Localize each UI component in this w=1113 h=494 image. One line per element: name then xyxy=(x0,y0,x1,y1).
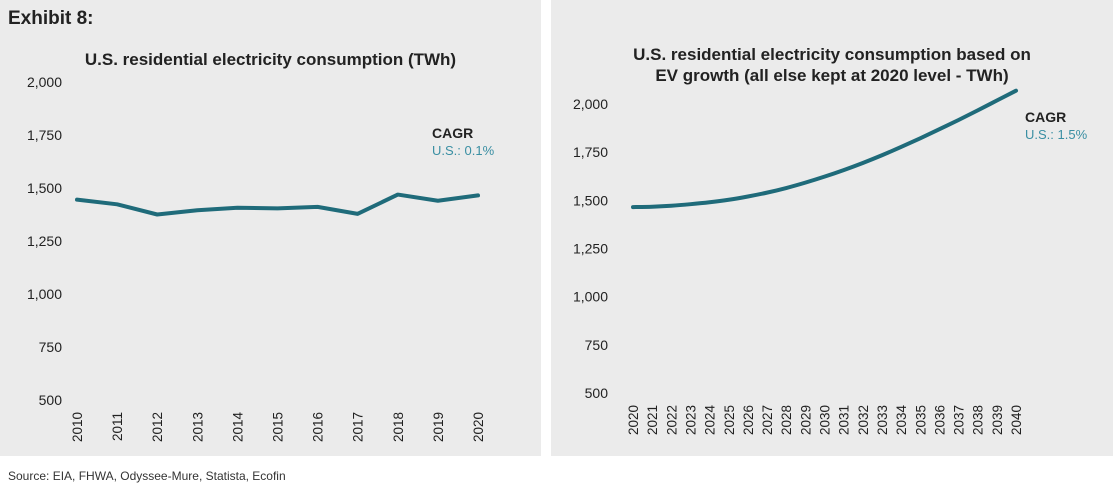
right-x-tick-label: 2039 xyxy=(990,405,1005,435)
right-x-tick-label: 2031 xyxy=(837,405,852,435)
right-x-tick-label: 2038 xyxy=(971,405,986,435)
exhibit-label: Exhibit 8: xyxy=(8,8,94,29)
left-x-tick-label: 2019 xyxy=(431,412,446,442)
left-y-tick-label: 750 xyxy=(39,339,63,355)
left-y-tick-label: 1,750 xyxy=(27,127,62,143)
right-x-tick-label: 2032 xyxy=(856,405,871,435)
right-x-tick-label: 2026 xyxy=(741,405,756,435)
left-x-tick-label: 2017 xyxy=(351,412,366,442)
right-y-tick-label: 750 xyxy=(585,337,609,353)
right-x-tick-label: 2027 xyxy=(760,405,775,435)
left-chart-title: U.S. residential electricity consumption… xyxy=(84,50,457,69)
right-x-tick-label: 2037 xyxy=(952,405,967,435)
left-x-tick-label: 2012 xyxy=(150,412,165,442)
left-series-line xyxy=(75,192,480,217)
right-cagr-value: U.S.: 1.5% xyxy=(1025,127,1088,142)
right-cagr-label: CAGR xyxy=(1025,109,1066,125)
left-chart-panel: Exhibit 8: U.S. residential electricity … xyxy=(0,0,541,456)
right-x-tick-label: 2025 xyxy=(722,405,737,435)
right-x-tick-label: 2022 xyxy=(664,405,679,435)
right-x-tick-label: 2033 xyxy=(875,405,890,435)
left-x-tick-label: 2018 xyxy=(391,412,406,442)
left-x-tick-label: 2011 xyxy=(110,412,125,441)
right-x-tick-label: 2023 xyxy=(683,405,698,435)
left-y-tick-label: 2,000 xyxy=(27,74,62,90)
left-x-tick-label: 2016 xyxy=(311,412,326,442)
left-y-tick-label: 500 xyxy=(39,392,63,408)
right-chart-title: U.S. residential electricity consumption… xyxy=(551,44,1113,86)
right-line-chart: 500 750 1,000 1,250 1,500 1,750 2,000 2020 2021 2… xyxy=(573,88,1088,436)
right-y-tick-label: 2,000 xyxy=(573,96,608,112)
left-cagr-value: U.S.: 0.1% xyxy=(432,143,495,158)
right-chart-panel: U.S. residential electricity consumption… xyxy=(551,0,1113,456)
right-y-tick-label: 1,750 xyxy=(573,144,608,160)
right-chart-title-line-1: U.S. residential electricity consumption… xyxy=(633,45,1031,64)
right-x-tick-label: 2040 xyxy=(1009,405,1024,435)
right-x-tick-label: 2035 xyxy=(913,405,928,435)
left-x-tick-label: 2014 xyxy=(230,412,245,443)
left-x-tick-label: 2020 xyxy=(471,412,486,442)
right-chart-title-line-2: EV growth (all else kept at 2020 level -… xyxy=(655,66,1009,85)
right-y-tick-label: 1,250 xyxy=(573,241,608,257)
left-y-tick-label: 1,250 xyxy=(27,233,62,249)
left-y-tick-label: 1,500 xyxy=(27,180,62,196)
right-x-tick-label: 2024 xyxy=(703,405,718,436)
right-y-tick-label: 500 xyxy=(585,385,609,401)
right-x-tick-label: 2029 xyxy=(798,405,813,435)
left-line-chart: 500 750 1,000 1,250 1,500 1,750 2,000 2010 2011 2… xyxy=(27,74,495,443)
right-x-tick-label: 2036 xyxy=(932,405,947,435)
right-series-line xyxy=(631,88,1018,210)
right-x-tick-label: 2021 xyxy=(645,405,660,435)
right-x-tick-label: 2034 xyxy=(894,405,909,436)
right-y-tick-label: 1,500 xyxy=(573,192,608,208)
left-y-tick-label: 1,000 xyxy=(27,286,62,302)
right-y-tick-label: 1,000 xyxy=(573,289,608,305)
left-cagr-label: CAGR xyxy=(432,125,473,141)
left-x-tick-label: 2010 xyxy=(70,412,85,442)
right-x-tick-label: 2030 xyxy=(818,405,833,435)
left-x-tick-label: 2013 xyxy=(190,412,205,442)
left-x-tick-label: 2015 xyxy=(271,412,286,442)
right-x-tick-label: 2028 xyxy=(779,405,794,435)
right-x-tick-label: 2020 xyxy=(626,405,641,435)
source-note: Source: EIA, FHWA, Odyssee-Mure, Statist… xyxy=(8,469,286,483)
